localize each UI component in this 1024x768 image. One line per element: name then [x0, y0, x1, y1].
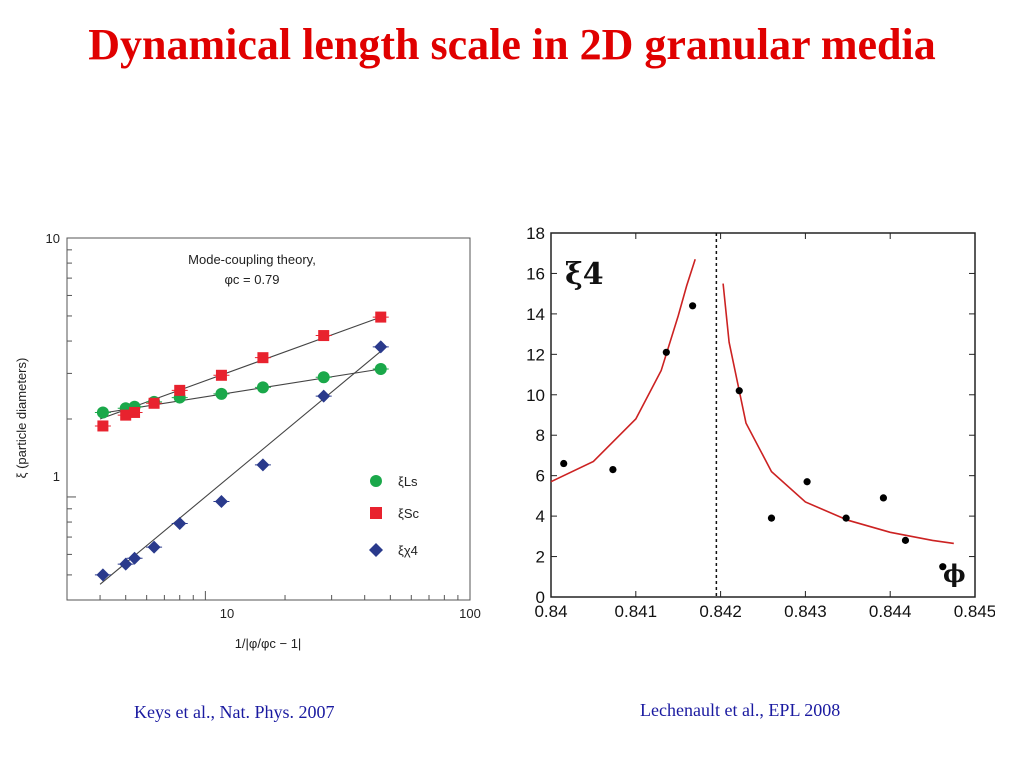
fit-line: [99, 316, 381, 420]
x-tick-label: 0.84: [534, 602, 567, 618]
data-points: [560, 302, 947, 571]
data-markers: [94, 311, 389, 582]
y-tick-label-1: 1: [53, 469, 60, 484]
data-point-square: [120, 409, 132, 421]
data-point-diamond: [96, 568, 110, 582]
data-point-circle: [96, 406, 109, 419]
data-point: [879, 494, 888, 502]
legend-label-sc: ξSc: [398, 506, 419, 521]
mct-length-scale-chart: 1 10 10 100 1/|φ/φc − 1| ξ (particle dia…: [14, 231, 481, 651]
fit-line: [99, 350, 382, 585]
data-point-square: [257, 352, 269, 364]
fit-curve-right: [722, 283, 954, 545]
fit-line: [99, 368, 381, 415]
x-tick-label-10: 10: [220, 606, 234, 621]
data-point: [842, 514, 850, 522]
data-point: [560, 459, 568, 468]
fit-lines: [99, 316, 382, 585]
annotation-line-2: φc = 0.79: [224, 272, 279, 287]
legend-marker-chi4: [369, 543, 383, 557]
data-point-diamond: [147, 540, 161, 554]
legend-marker-ls: [370, 475, 382, 487]
axis-ticks: [67, 237, 471, 601]
data-point: [939, 563, 947, 571]
y-axis-label: ξ (particle diameters): [14, 358, 29, 479]
data-point-square: [97, 420, 109, 432]
x-tick-label: 0.842: [699, 602, 742, 618]
data-point-square: [148, 397, 160, 409]
data-point-square: [174, 384, 186, 396]
legend-marker-sc: [370, 507, 382, 519]
y-tick-label-10: 10: [46, 231, 60, 246]
y-tick-label: 6: [536, 467, 545, 486]
y-tick-label: 18: [526, 224, 545, 243]
xi4-vs-phi-chart: 0 2 4 6 8 10 12 14 16 18 0.84 0.841 0.842 0.843 0.844 0…: [526, 224, 995, 618]
data-point-diamond: [173, 516, 187, 530]
y-tick-label: 16: [526, 264, 545, 283]
data-point-diamond: [256, 458, 270, 472]
y-tick-label: 0: [536, 588, 545, 607]
y-axis-label: ξ4: [565, 257, 604, 292]
data-point: [735, 387, 743, 395]
data-point-square: [129, 406, 141, 418]
data-point-circle: [374, 362, 387, 375]
data-point: [803, 478, 811, 486]
x-tick-label: 0.844: [869, 602, 912, 618]
data-point: [901, 536, 910, 544]
citation-keys: Keys et al., Nat. Phys. 2007: [134, 702, 335, 722]
x-tick-label-100: 100: [459, 606, 481, 621]
legend-label-chi4: ξχ4: [398, 543, 418, 558]
y-tick-label: 10: [526, 386, 545, 405]
y-tick-label: 2: [536, 548, 545, 567]
data-point-diamond: [119, 557, 133, 571]
x-tick-label: 0.843: [784, 602, 827, 618]
data-point-diamond: [214, 495, 228, 509]
x-tick-label: 0.841: [615, 602, 658, 618]
y-tick-label: 14: [526, 305, 545, 324]
data-point-diamond: [317, 389, 331, 403]
data-point-circle: [256, 381, 269, 394]
slide-title: Dynamical length scale in 2D granular me…: [88, 20, 936, 69]
legend-label-ls: ξLs: [398, 474, 418, 489]
data-point-square: [375, 311, 387, 323]
plot-frame: [550, 232, 976, 598]
axis-ticks: 0 2 4 6 8 10 12 14 16 18 0.84 0.841 0.842 0.843 0.844 0…: [526, 224, 995, 618]
data-point-circle: [317, 371, 330, 384]
x-axis-label: ϕ: [943, 559, 966, 588]
y-tick-label: 8: [536, 426, 545, 445]
data-point: [662, 348, 670, 356]
x-axis-label: 1/|φ/φc − 1|: [235, 636, 302, 651]
data-point-diamond: [374, 340, 388, 354]
y-tick-label: 12: [526, 345, 545, 364]
annotation-line-1: Mode-coupling theory,: [188, 252, 316, 267]
x-tick-label: 0.845: [954, 602, 995, 618]
data-point: [689, 302, 697, 310]
citation-lechenault: Lechenault et al., EPL 2008: [640, 700, 841, 720]
data-point-square: [215, 369, 227, 381]
data-point: [767, 514, 776, 522]
legend: ξLs ξSc ξχ4: [369, 474, 419, 558]
data-point: [609, 466, 617, 474]
y-tick-label: 4: [536, 507, 545, 526]
data-point-square: [318, 330, 330, 342]
fit-curve-left: [550, 259, 696, 483]
data-point-circle: [215, 387, 228, 400]
data-point-diamond: [128, 551, 142, 565]
